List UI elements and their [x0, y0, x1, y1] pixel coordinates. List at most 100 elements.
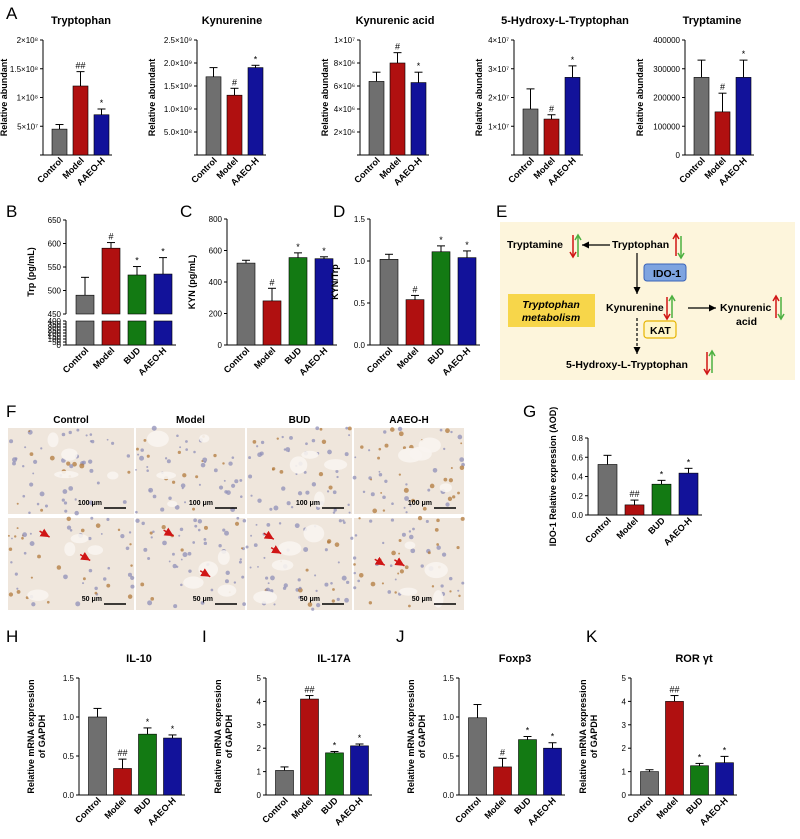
- y-tick-label: 1: [622, 768, 627, 777]
- tissue-speck: [347, 426, 352, 431]
- tissue-speck: [315, 589, 318, 592]
- bar-model: [226, 94, 243, 156]
- tissue-speck: [249, 566, 252, 569]
- tissue-speck: [164, 457, 168, 460]
- tissue-speck: [210, 588, 214, 592]
- micrograph-column-label: BUD: [289, 415, 311, 426]
- tissue-speck: [111, 441, 115, 445]
- chart-ror-gt: 0 1 2 3 4 5 Relative mRNA expression of GAPDH RO…: [578, 653, 737, 828]
- up-arrow-head-icon: [574, 233, 582, 241]
- red-arrow-icon: [163, 527, 175, 537]
- tissue-speck: [436, 545, 441, 550]
- tissue-speck: [353, 571, 357, 575]
- tissue-speck: [449, 590, 452, 593]
- tissue-speck: [417, 515, 423, 521]
- tissue-speck: [180, 548, 184, 552]
- tissue-speck: [330, 581, 333, 585]
- tissue-speck: [29, 482, 34, 487]
- tissue-speck: [82, 460, 86, 465]
- tissue-speck: [32, 472, 35, 475]
- y-tick-label: 0: [218, 341, 223, 350]
- tissue-speck: [74, 498, 77, 501]
- tissue-speck: [369, 519, 373, 523]
- y-tick-label: 0: [257, 791, 262, 800]
- tissue-speck: [391, 550, 396, 556]
- tissue-speck: [281, 435, 284, 439]
- alveolus: [47, 432, 59, 448]
- tissue-speck: [370, 478, 373, 481]
- tissue-speck: [353, 586, 357, 590]
- y-tick-label: 0.4: [572, 473, 584, 482]
- alveolus: [271, 559, 294, 571]
- tissue-speck: [289, 435, 293, 440]
- tissue-speck: [242, 519, 247, 523]
- tissue-speck: [297, 578, 301, 582]
- significance-mark: *: [742, 49, 746, 59]
- y-tick-label: 400: [48, 317, 62, 326]
- y-tick-label: 650: [48, 216, 62, 225]
- panel-letter-f: F: [6, 402, 16, 421]
- x-tick-label: Control: [61, 345, 91, 375]
- tissue-speck: [401, 532, 406, 537]
- tissue-speck: [22, 494, 26, 498]
- micrograph-column-label: Model: [176, 415, 205, 426]
- tissue-speck: [88, 568, 93, 573]
- bar-bud-upper: [127, 274, 147, 315]
- tissue-speck: [149, 531, 153, 535]
- x-tick-label: Control: [506, 155, 536, 185]
- x-tick-label: Model: [252, 345, 277, 370]
- tissue-speck: [9, 439, 14, 444]
- tissue-speck: [460, 442, 463, 445]
- tissue-speck: [120, 534, 125, 539]
- tissue-speck: [459, 457, 465, 462]
- tissue-speck: [182, 552, 188, 558]
- significance-mark: #: [720, 82, 725, 92]
- tissue-speck: [314, 574, 317, 577]
- scale-bar-label: 100 μm: [189, 500, 213, 507]
- bar-control: [379, 259, 399, 346]
- bar-model: [624, 504, 645, 516]
- tissue-speck: [194, 524, 198, 528]
- bar-model-upper: [101, 247, 121, 315]
- tissue-speck: [328, 485, 333, 490]
- y-tick-label: 100: [48, 335, 62, 344]
- tissue-speck: [162, 540, 167, 546]
- tissue-speck: [370, 581, 376, 587]
- tissue-speck: [75, 601, 81, 607]
- alveolus: [54, 470, 79, 479]
- tissue-speck: [82, 582, 85, 585]
- tissue-speck: [265, 576, 269, 580]
- tissue-speck: [337, 561, 340, 564]
- tissue-speck: [425, 519, 429, 523]
- tissue-speck: [82, 577, 86, 581]
- alveolus: [432, 590, 444, 608]
- chart-title: Tryptophan: [51, 15, 111, 27]
- alveolus: [167, 500, 178, 508]
- tissue-speck: [213, 453, 217, 458]
- scale-bar-label: 50 μm: [193, 596, 213, 603]
- tissue-speck: [452, 495, 456, 499]
- tissue-speck: [239, 478, 243, 482]
- tissue-speck: [398, 473, 401, 476]
- tissue-speck: [250, 534, 253, 537]
- significance-mark: ##: [117, 748, 127, 758]
- panel-letter-d: D: [333, 202, 345, 221]
- chart-kyn-trp-ratio: 0.0 0.5 1.0 1.5 KYN/Trp Control # Model * BUD * AAE…: [330, 215, 480, 378]
- alveolus: [70, 534, 89, 544]
- tissue-speck: [305, 490, 310, 495]
- panel-letter-h: H: [6, 627, 18, 646]
- tissue-speck: [448, 576, 453, 581]
- tissue-speck: [172, 552, 175, 556]
- tissue-speck: [44, 504, 49, 508]
- alveolus: [399, 587, 418, 596]
- bar-control: [368, 81, 385, 156]
- tissue-speck: [151, 425, 157, 431]
- tissue-speck: [432, 468, 438, 473]
- tissue-speck: [61, 432, 66, 437]
- down-arrow-head-icon: [569, 251, 577, 259]
- tissue-speck: [315, 426, 320, 431]
- chart-title: IL-10: [126, 653, 152, 665]
- tissue-speck: [378, 447, 382, 451]
- tissue-speck: [305, 568, 309, 572]
- tissue-speck: [146, 469, 149, 472]
